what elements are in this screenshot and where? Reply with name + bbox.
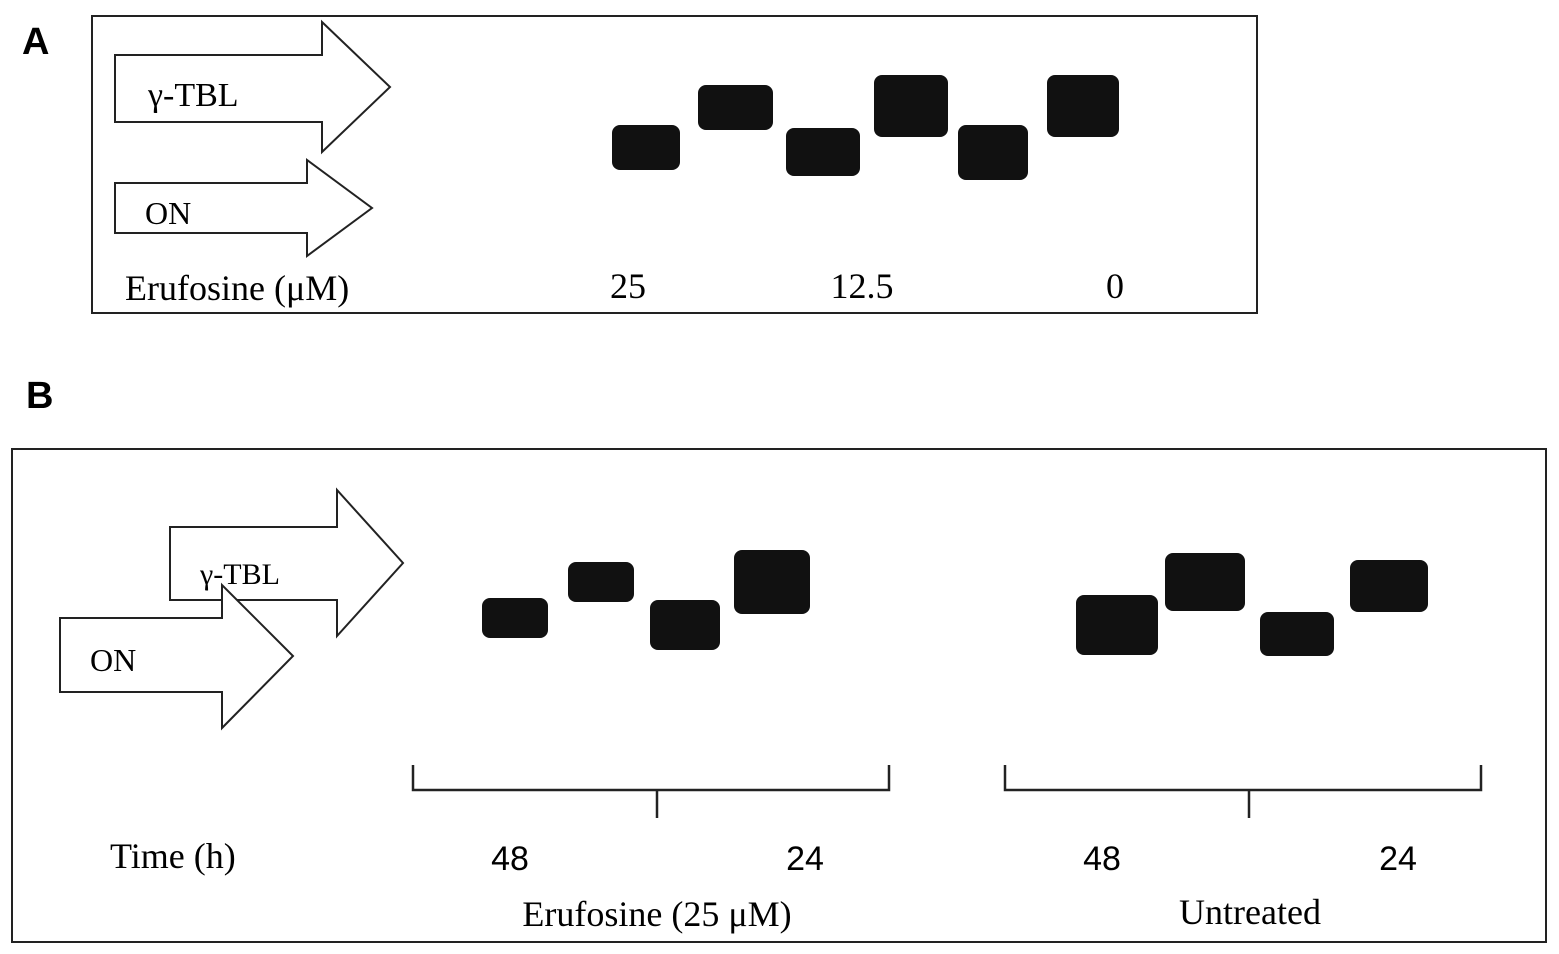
band bbox=[958, 125, 1028, 180]
group-label: Erufosine (25 μM) bbox=[522, 894, 791, 934]
group-bracket bbox=[411, 765, 891, 818]
band bbox=[612, 125, 680, 170]
lane-label: 24 bbox=[786, 840, 824, 878]
band bbox=[1076, 595, 1158, 655]
arrow-label: γ-TBL bbox=[147, 77, 239, 114]
group-label: Untreated bbox=[1179, 892, 1321, 932]
row-label: Time (h) bbox=[110, 836, 236, 876]
arrow-label: ON bbox=[145, 195, 191, 231]
lane-label: 48 bbox=[491, 840, 529, 878]
lane-label: 25 bbox=[610, 266, 646, 306]
band bbox=[786, 128, 860, 176]
row-label: Erufosine (μM) bbox=[125, 268, 349, 308]
group-bracket bbox=[1003, 765, 1483, 818]
band bbox=[1350, 560, 1428, 612]
lane-label: 48 bbox=[1083, 840, 1121, 878]
lane-label: 0 bbox=[1106, 266, 1124, 306]
band bbox=[650, 600, 720, 650]
arrow-label: ON bbox=[90, 642, 136, 678]
arrow-label: γ-TBL bbox=[199, 558, 280, 591]
arrow bbox=[59, 582, 295, 731]
panel-frame bbox=[11, 448, 1547, 943]
band bbox=[874, 75, 948, 137]
gel-bands bbox=[482, 550, 1428, 656]
band bbox=[482, 598, 548, 638]
band bbox=[1165, 553, 1245, 611]
band bbox=[734, 550, 810, 614]
band bbox=[1260, 612, 1334, 656]
arrow bbox=[114, 158, 374, 258]
lane-label: 12.5 bbox=[831, 266, 894, 306]
lane-label: 24 bbox=[1379, 840, 1417, 878]
band bbox=[568, 562, 634, 602]
arrow bbox=[114, 19, 392, 155]
gel-bands bbox=[612, 75, 1119, 180]
panel-frame bbox=[91, 15, 1258, 314]
panel-label: A bbox=[22, 21, 49, 63]
panel-label: B bbox=[26, 375, 53, 417]
band bbox=[698, 85, 773, 130]
band bbox=[1047, 75, 1119, 137]
